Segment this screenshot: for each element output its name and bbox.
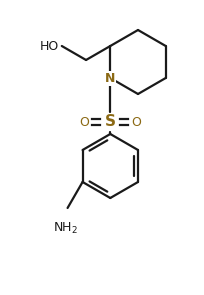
Text: S: S — [105, 114, 116, 130]
Text: NH$_2$: NH$_2$ — [53, 221, 78, 236]
Text: HO: HO — [40, 40, 59, 53]
Text: O: O — [131, 116, 141, 129]
Text: N: N — [105, 71, 115, 84]
Text: O: O — [79, 116, 89, 129]
